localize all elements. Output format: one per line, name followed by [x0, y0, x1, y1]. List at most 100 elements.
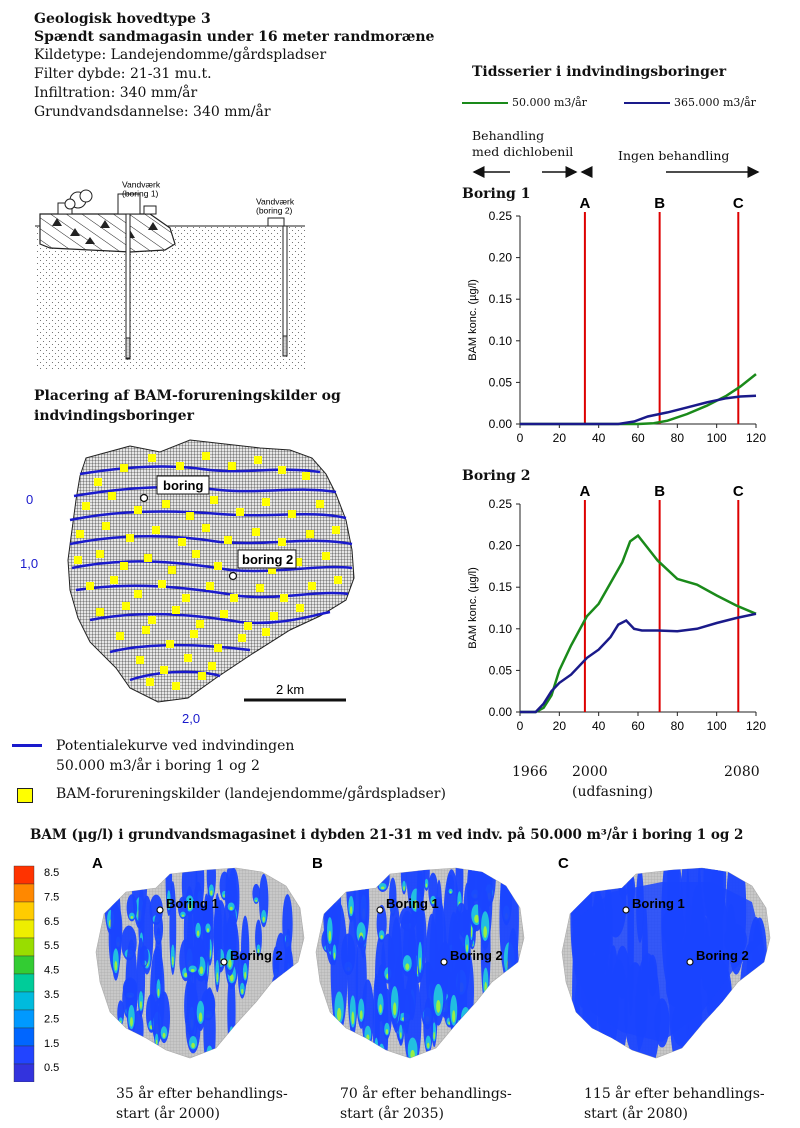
- plume-peak: [257, 948, 260, 953]
- y-tick-label: 0.05: [489, 375, 513, 389]
- header-source-type: Kildetype: Landejendomme/gårdspladser: [34, 47, 327, 63]
- y-tick-label: 0.20: [489, 251, 513, 265]
- plume-core: [384, 1022, 390, 1036]
- bam-source-square: [148, 616, 156, 624]
- bam-source-square: [82, 502, 90, 510]
- boring2-label: Boring 2: [230, 948, 283, 963]
- bam-source-square: [122, 602, 130, 610]
- plume-peak: [380, 934, 383, 939]
- bam-source-square: [288, 510, 296, 518]
- plume-peak: [167, 900, 170, 909]
- bam-source-square: [262, 498, 270, 506]
- plume: [507, 928, 519, 1018]
- plume-core: [138, 991, 144, 1011]
- map-boring2-label: boring 2: [242, 552, 293, 567]
- plume-peak: [399, 1032, 402, 1039]
- plume-peak: [456, 1030, 461, 1042]
- bam-source-square: [136, 656, 144, 664]
- bam-source-square: [176, 462, 184, 470]
- bam-source-square: [332, 526, 340, 534]
- plume-peak: [483, 926, 488, 939]
- series-line-2: [520, 394, 757, 426]
- plume-peak: [181, 914, 185, 917]
- plume-core: [206, 1045, 213, 1058]
- bam-source-square: [166, 640, 174, 648]
- plume-peak: [262, 916, 265, 922]
- colorbar: 8.5 7.5 6.5 5.5 4.5 3.5 2.5 1.5 0.5: [13, 865, 59, 1082]
- colorbar-tick: 1.5: [44, 1038, 59, 1050]
- plume-peak: [366, 1034, 370, 1042]
- header-title: Geologisk hovedtype 3: [34, 11, 211, 27]
- x-tick-label: 120: [746, 431, 766, 445]
- bam-source-square: [262, 628, 270, 636]
- map-title: Placering af BAM-forureningskilder og in…: [34, 386, 341, 426]
- plume-core: [242, 963, 248, 981]
- plume-peak: [287, 983, 290, 989]
- plume-core: [160, 1026, 168, 1040]
- plume-peak: [511, 1037, 517, 1044]
- bam-source-square: [280, 594, 288, 602]
- bam-source-square: [278, 466, 286, 474]
- plume-peak: [380, 886, 385, 890]
- plume-core: [418, 941, 423, 974]
- bam-source-square: [142, 626, 150, 634]
- series-line-2: [520, 612, 757, 714]
- bam-source-square: [162, 500, 170, 508]
- year-label-1966: 1966: [512, 764, 548, 780]
- bam-source-square: [214, 644, 222, 652]
- boring2-chart-title: Boring 2: [462, 468, 531, 484]
- marker-label-a: A: [579, 484, 590, 500]
- source-map: boring boring 2 0 1,0 2,0 2 km: [20, 439, 355, 726]
- marker-label-b: B: [654, 484, 665, 500]
- x-tick-label: 100: [707, 719, 727, 733]
- bam-source-square: [96, 550, 104, 558]
- bam-source-square: [278, 538, 286, 546]
- bam-source-square: [228, 462, 236, 470]
- plume-peak: [139, 1000, 142, 1009]
- bam-source-square: [206, 582, 214, 590]
- plume: [746, 987, 768, 1041]
- map-boring1-label: boring: [163, 478, 203, 493]
- colorbar-cell: [13, 955, 35, 975]
- boring2-point: [686, 958, 694, 966]
- plume-core: [327, 917, 333, 945]
- contour-label-1: 1,0: [20, 556, 38, 571]
- well-1: [125, 213, 131, 360]
- waterworks-2-building: [267, 217, 285, 227]
- plume-peak: [244, 971, 247, 979]
- plume-core: [256, 944, 261, 954]
- cross-section-sketch: Vandværk (boring 1) Vandværk (boring 2): [35, 179, 305, 371]
- y-tick-label: 0.15: [489, 292, 513, 306]
- boring1-label: Boring 1: [166, 896, 219, 911]
- colorbar-cell: [13, 991, 35, 1011]
- header-filter-depth: Filter dybde: 21-31 mu.t.: [34, 66, 212, 82]
- boring2-label: Boring 2: [450, 948, 503, 963]
- plume-peak: [459, 1022, 464, 1025]
- header-subtitle: Spændt sandmagasin under 16 meter randmo…: [34, 29, 435, 45]
- bam-source-square: [146, 678, 154, 686]
- plume-peak: [333, 952, 336, 959]
- y-tick-label: 0.05: [489, 663, 513, 677]
- plume-peak: [157, 988, 160, 997]
- y-tick-label: 0.25: [489, 209, 513, 223]
- bam-source-square: [196, 620, 204, 628]
- plume-peak: [403, 886, 405, 891]
- plume-peak: [351, 1011, 355, 1025]
- plume-peak: [349, 906, 353, 915]
- bam-source-square: [294, 558, 302, 566]
- bam-source-square: [168, 566, 176, 574]
- moraine-layer: [39, 213, 176, 253]
- x-tick-label: 100: [707, 431, 727, 445]
- marker-label-b: B: [654, 196, 665, 212]
- bam-source-square: [238, 634, 246, 642]
- plume-core: [208, 884, 214, 897]
- panel-label: A: [92, 855, 103, 872]
- plume-core: [180, 911, 186, 918]
- plume-peak: [155, 1039, 158, 1045]
- heatmap-panel-a: A Boring 1 Boring 2: [92, 855, 305, 1059]
- colorbar-tick: 0.5: [44, 1062, 59, 1074]
- colorbar-cell: [13, 1027, 35, 1047]
- map-title-line1: Placering af BAM-forureningskilder og: [34, 388, 341, 404]
- contour-label-0: 0: [26, 492, 33, 507]
- waterworks-2-label: Vandværk: [256, 196, 295, 206]
